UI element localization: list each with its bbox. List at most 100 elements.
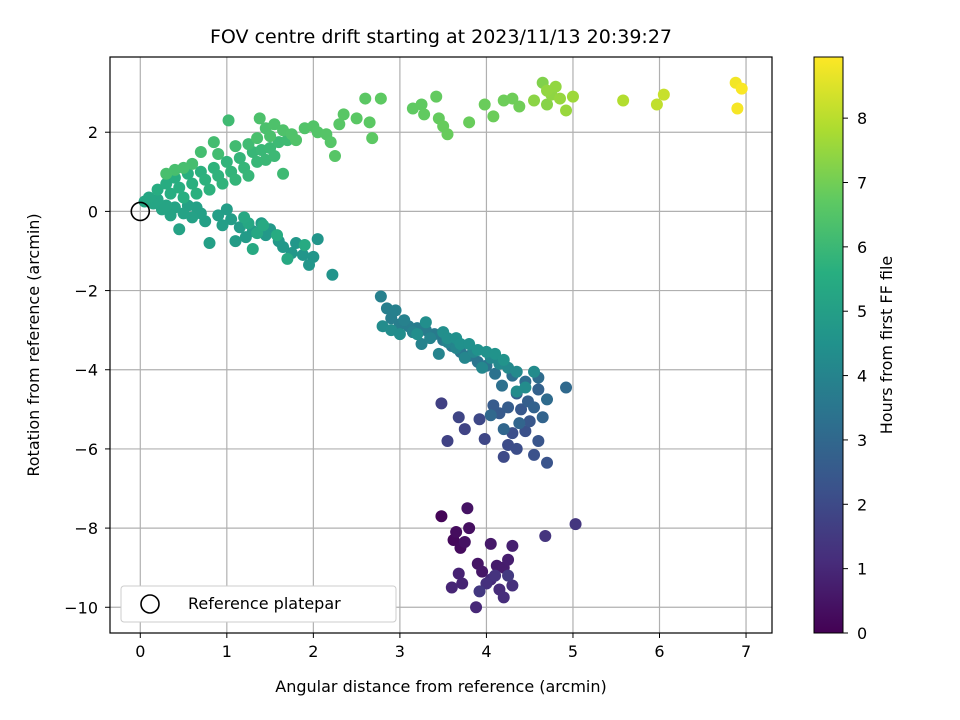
data-point: [487, 110, 500, 123]
data-point: [424, 332, 437, 345]
data-point: [528, 448, 541, 461]
data-point: [502, 553, 515, 566]
y-tick-label: −4: [74, 361, 98, 380]
x-tick-label: 5: [568, 642, 578, 661]
data-point: [532, 435, 545, 447]
colorbar-tick-label: 8: [857, 109, 867, 128]
data-point: [489, 367, 502, 380]
data-point: [251, 132, 264, 145]
data-point: [484, 409, 497, 422]
data-point: [268, 149, 281, 162]
data-point: [212, 147, 225, 160]
data-point: [246, 243, 259, 255]
data-point: [271, 229, 284, 242]
scatter-points: [138, 76, 748, 614]
x-axis-ticks: 0 1 2 3 4 5 6 7: [135, 633, 751, 661]
data-point: [177, 191, 190, 204]
data-point: [441, 332, 454, 345]
colorbar-tick-label: 3: [857, 431, 867, 450]
data-point: [497, 450, 510, 463]
data-point: [456, 577, 469, 590]
data-point: [199, 173, 212, 186]
data-point: [528, 401, 541, 414]
data-point: [539, 530, 552, 543]
data-point: [473, 585, 486, 598]
data-point: [458, 351, 471, 364]
data-point: [541, 456, 554, 469]
data-point: [478, 433, 491, 446]
data-point: [569, 518, 582, 531]
data-point: [506, 92, 519, 105]
data-point: [489, 347, 502, 360]
data-point: [326, 268, 339, 281]
data-point: [502, 401, 515, 414]
data-point: [194, 146, 207, 159]
data-point: [650, 98, 663, 111]
data-point: [657, 88, 670, 101]
data-point: [229, 140, 242, 153]
data-point: [242, 138, 255, 151]
data-point: [393, 328, 406, 341]
data-point: [513, 100, 526, 113]
data-point: [333, 118, 346, 131]
data-point: [617, 94, 630, 107]
colorbar-ticks: 0 1 2 3 4 5 6 7 8: [843, 109, 867, 643]
data-point: [541, 98, 554, 111]
data-point: [560, 381, 573, 394]
y-tick-label: −2: [74, 282, 98, 301]
data-point: [470, 601, 483, 614]
data-point: [229, 235, 242, 248]
y-axis-label: Rotation from reference (arcmin): [24, 213, 43, 476]
legend-marker-icon: [140, 594, 160, 614]
data-point: [253, 112, 266, 125]
data-point: [337, 108, 350, 121]
data-point: [478, 98, 491, 111]
y-axis-ticks: −10 −8 −6 −4 −2 0 2: [64, 123, 110, 617]
data-point: [303, 258, 316, 271]
data-point: [164, 187, 177, 200]
colorbar-tick-label: 0: [857, 624, 867, 643]
data-point: [389, 304, 402, 317]
colorbar-tick-label: 5: [857, 302, 867, 321]
data-point: [225, 213, 238, 226]
data-point: [363, 116, 376, 129]
data-point: [366, 132, 379, 145]
colorbar-tick-label: 6: [857, 238, 867, 257]
data-point: [281, 252, 294, 265]
colorbar-tick-label: 1: [857, 560, 867, 579]
data-point: [264, 130, 277, 143]
data-point: [216, 219, 229, 232]
data-point: [487, 399, 500, 412]
x-tick-label: 0: [135, 642, 145, 661]
data-point: [257, 219, 270, 232]
data-point: [441, 128, 454, 141]
reference-point: [130, 201, 151, 222]
data-point: [290, 134, 303, 147]
plot-frame: [109, 56, 773, 634]
data-point: [374, 290, 387, 303]
data-point: [173, 181, 186, 194]
y-tick-label: −8: [74, 519, 98, 538]
data-point: [268, 118, 281, 131]
data-point: [177, 207, 190, 220]
data-point: [513, 417, 526, 430]
data-point: [463, 338, 476, 351]
data-point: [277, 167, 290, 180]
data-point: [510, 442, 523, 455]
data-point: [452, 567, 465, 580]
data-point: [359, 92, 372, 105]
chart-title: FOV centre drift starting at 2023/11/13 …: [210, 26, 672, 48]
data-point: [497, 591, 510, 604]
data-point: [560, 104, 573, 117]
y-tick-label: −10: [64, 598, 98, 617]
data-point: [164, 209, 177, 222]
colorbar-label: Hours from first FF file: [877, 256, 896, 435]
data-point: [735, 82, 748, 95]
data-point: [418, 108, 431, 121]
data-point: [411, 328, 424, 341]
data-point: [242, 169, 255, 182]
data-point: [203, 183, 216, 196]
data-point: [233, 151, 246, 164]
data-point: [298, 239, 311, 252]
data-point: [484, 537, 497, 550]
